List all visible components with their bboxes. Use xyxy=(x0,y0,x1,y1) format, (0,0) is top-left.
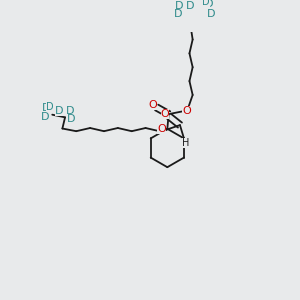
Text: D: D xyxy=(55,106,63,116)
Text: D: D xyxy=(40,112,49,122)
Text: D: D xyxy=(66,106,75,116)
Text: D: D xyxy=(46,102,53,112)
Text: H: H xyxy=(182,138,189,148)
Text: D: D xyxy=(173,9,182,19)
Text: D: D xyxy=(205,0,213,8)
Text: D: D xyxy=(202,0,209,8)
Text: D: D xyxy=(42,103,51,113)
Text: D: D xyxy=(175,1,183,11)
Text: D: D xyxy=(67,114,75,124)
Text: D: D xyxy=(186,1,195,10)
Text: O: O xyxy=(148,100,157,110)
Text: D: D xyxy=(207,9,215,19)
Text: O: O xyxy=(182,106,190,116)
Text: O: O xyxy=(158,124,166,134)
Text: O: O xyxy=(160,110,169,119)
